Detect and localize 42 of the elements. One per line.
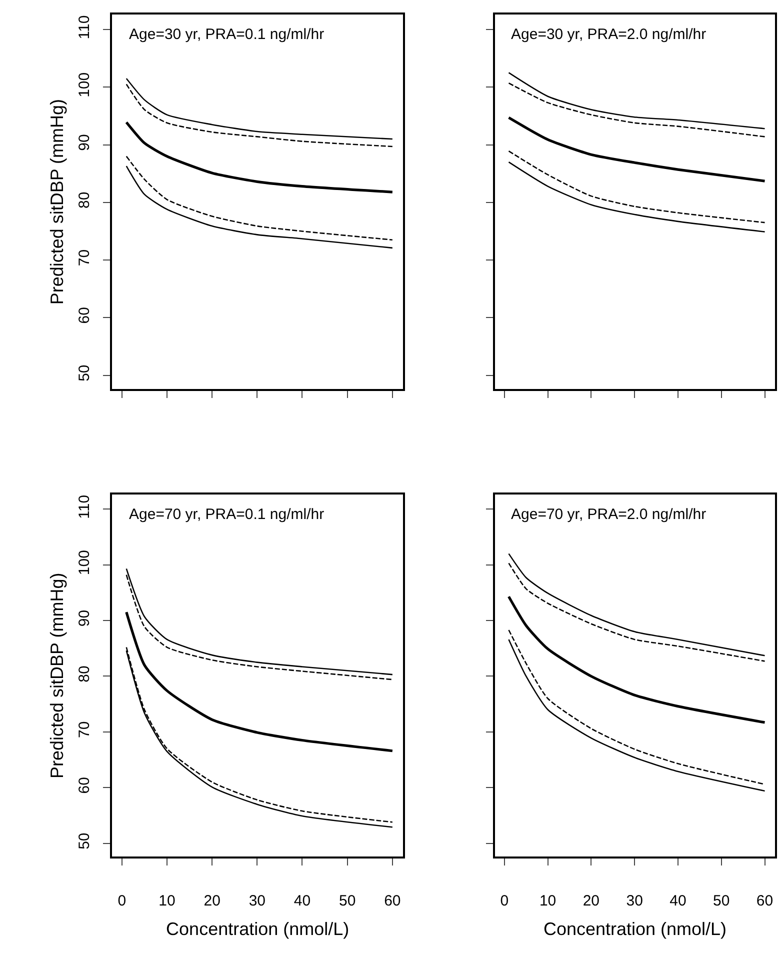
- x-tick-label: 10: [539, 892, 556, 910]
- y-tick-label: 80: [76, 192, 94, 208]
- y-tick-label: 60: [76, 777, 94, 794]
- x-tick-label: 40: [294, 892, 311, 910]
- y-tick-label: 110: [76, 15, 94, 40]
- y-tick-label: 90: [76, 134, 94, 151]
- text: Age=30 yr, PRA=0.1 ng/ml/hr: [129, 26, 324, 43]
- line-series: [125, 610, 394, 752]
- x-tick-label: 20: [582, 892, 600, 910]
- y-tick-label: 100: [76, 72, 94, 98]
- x-tick-label: 50: [713, 892, 730, 910]
- x-tick-label: 30: [248, 892, 266, 910]
- y-tick-label: 70: [76, 721, 94, 738]
- x-tick-label: 60: [384, 892, 401, 910]
- x-tick-label: 50: [338, 892, 356, 910]
- x-tick-label: 0: [118, 892, 126, 910]
- x-tick-label: 10: [158, 892, 176, 910]
- x-tick-label: 40: [670, 892, 686, 910]
- x-tick-label: 0: [500, 892, 509, 910]
- line-series: [126, 78, 394, 140]
- y-tick-label: 110: [76, 494, 94, 519]
- x-tick-label: 60: [756, 892, 774, 910]
- line-series: [126, 156, 394, 241]
- text: Age=70 yr, PRA=0.1 ng/ml/hr: [129, 506, 324, 523]
- x-tick-label: 30: [626, 892, 643, 910]
- y-tick-label: 70: [76, 249, 94, 266]
- y-tick-label: 90: [76, 610, 94, 627]
- x-axis-title: Concentration (nmol/L): [166, 919, 350, 940]
- y-tick-label: 60: [76, 307, 94, 324]
- x-axis-title: Concentration (nmol/L): [543, 919, 727, 940]
- y-tick-label: 100: [76, 550, 94, 576]
- line-series: [126, 84, 394, 148]
- line-series: [126, 165, 394, 249]
- y-axis-title: Predicted sitDBP (mmHg): [46, 572, 67, 779]
- text: Age=70 yr, PRA=2.0 ng/ml/hr: [511, 506, 706, 523]
- y-tick-label: 50: [76, 832, 94, 850]
- y-tick-label: 50: [76, 364, 94, 382]
- y-axis-title: Predicted sitDBP (mmHg): [46, 98, 67, 305]
- x-tick-label: 20: [204, 892, 220, 910]
- y-tick-label: 80: [76, 666, 94, 682]
- line-series: [125, 120, 394, 194]
- text: Age=30 yr, PRA=2.0 ng/ml/hr: [511, 26, 706, 43]
